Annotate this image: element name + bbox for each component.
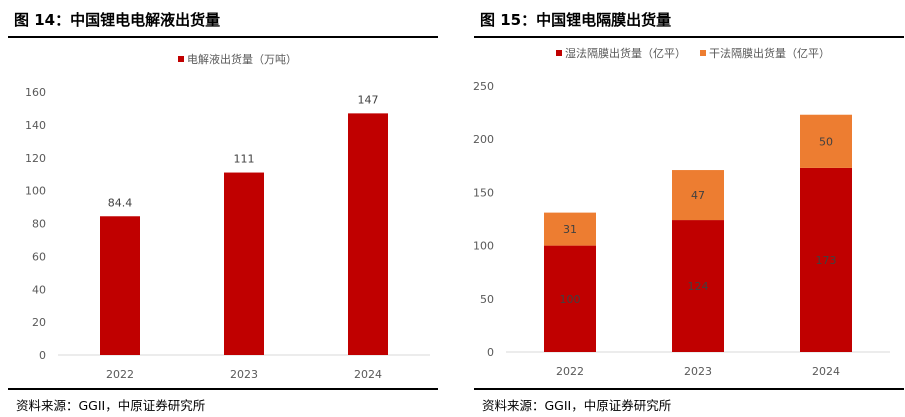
- data-label: 111: [234, 153, 255, 166]
- bar-2024-series-1: [800, 167, 852, 352]
- separator-figure: 图 15：中国锂电隔膜出货量 0 50 100 150 200 250 100 31 2022 1…: [473, 0, 905, 417]
- x-tick-label: 2023: [230, 368, 258, 381]
- legend-swatch: [178, 56, 184, 62]
- bar-2022-series-2: [544, 212, 596, 246]
- source-note: 资料来源：GGII，中原证券研究所: [16, 398, 206, 413]
- top-rule: [474, 36, 904, 38]
- figure-title: 图 14：中国锂电电解液出货量: [14, 11, 221, 29]
- data-label: 100: [560, 293, 581, 306]
- legend-swatch: [700, 50, 706, 56]
- y-tick-label: 150: [473, 186, 494, 199]
- x-tick-label: 2022: [106, 368, 134, 381]
- legend-label: 电解液出货量（万吨）: [187, 52, 297, 66]
- figure-title: 图 15：中国锂电隔膜出货量: [480, 11, 672, 29]
- legend-label: 湿法隔膜出货量（亿平）: [565, 46, 686, 60]
- data-label: 173: [816, 254, 837, 267]
- bar-2024-series-2: [800, 114, 852, 168]
- y-tick-label: 0: [487, 346, 494, 359]
- y-tick-label: 60: [32, 250, 46, 263]
- bar-2023-series-1: [672, 220, 724, 352]
- y-tick-label: 100: [473, 240, 494, 253]
- data-label: 50: [819, 135, 833, 148]
- y-tick-label: 140: [25, 119, 46, 132]
- bar-2023-series-2: [672, 170, 724, 221]
- data-label: 47: [691, 189, 705, 202]
- data-label: 147: [358, 93, 379, 106]
- y-tick-label: 200: [473, 133, 494, 146]
- bar-2024-series-1: [348, 113, 388, 356]
- y-tick-label: 50: [480, 293, 494, 306]
- electrolyte-figure: 图 14：中国锂电电解液出货量 0 20 40 60 80 100 120 140 160 84.…: [8, 0, 446, 417]
- y-tick-label: 250: [473, 80, 494, 93]
- y-tick-label: 20: [32, 316, 46, 329]
- x-tick-label: 2024: [354, 368, 382, 381]
- x-tick-label: 2024: [812, 365, 840, 378]
- data-label: 31: [563, 223, 577, 236]
- x-tick-label: 2022: [556, 365, 584, 378]
- bar-2022-series-1: [100, 216, 140, 355]
- source-note: 资料来源：GGII，中原证券研究所: [482, 398, 672, 413]
- y-tick-label: 160: [25, 86, 46, 99]
- y-tick-label: 100: [25, 185, 46, 198]
- y-tick-label: 0: [39, 349, 46, 362]
- bar-2022-series-1: [544, 245, 596, 352]
- electrolyte-chart: 0 20 40 60 80 100 120 140 160 84.4 2022 111 2023 147 2…: [25, 52, 430, 381]
- legend-swatch: [556, 50, 562, 56]
- top-rule: [8, 36, 438, 38]
- data-label: 84.4: [108, 196, 133, 209]
- bar-2023-series-1: [224, 172, 264, 355]
- data-label: 124: [688, 280, 709, 293]
- bottom-rule: [474, 388, 904, 390]
- legend-label: 干法隔膜出货量（亿平）: [709, 46, 830, 60]
- y-tick-label: 80: [32, 218, 46, 231]
- x-tick-label: 2023: [684, 365, 712, 378]
- y-tick-label: 120: [25, 152, 46, 165]
- bottom-rule: [8, 388, 438, 390]
- y-tick-label: 40: [32, 283, 46, 296]
- separator-chart: 0 50 100 150 200 250 100 31 2022 124 47 2023 173 50 20…: [473, 46, 890, 378]
